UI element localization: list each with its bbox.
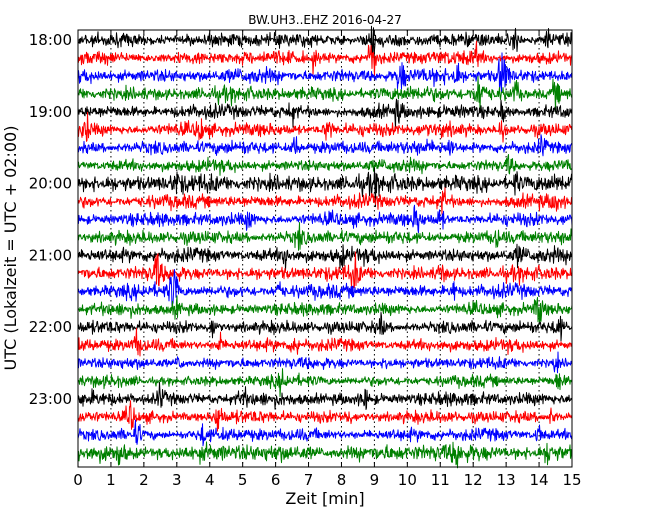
seismic-trace-2015 <box>77 187 573 215</box>
x-tick-label: 2 <box>139 471 149 489</box>
seismic-trace-1845 <box>77 76 573 113</box>
seismic-trace-2245 <box>77 368 573 397</box>
seismic-trace-2300 <box>77 381 573 410</box>
seismic-trace-2215 <box>77 327 573 357</box>
x-tick-label: 4 <box>205 471 215 489</box>
x-axis: 0 1 2 3 4 5 6 7 8 9 10 11 12 13 14 15 <box>73 30 582 489</box>
seismic-trace-2145 <box>77 295 573 325</box>
seismic-trace-1815 <box>77 40 573 76</box>
seismic-trace-2045 <box>77 222 573 251</box>
seismic-trace-2315 <box>77 400 573 432</box>
y-axis-label: UTC (Lokalzeit = UTC + 02:00) <box>1 126 20 371</box>
seismic-trace-2230 <box>77 351 573 374</box>
x-tick-label: 3 <box>172 471 182 489</box>
y-tick-label: 20:00 <box>29 175 72 193</box>
seismic-trace-2330 <box>77 419 573 447</box>
seismic-trace-2030 <box>77 204 573 234</box>
x-tick-label: 12 <box>464 471 483 489</box>
seismic-trace-2130 <box>77 269 573 308</box>
y-axis: 18:00 19:00 20:00 21:00 22:00 23:00 <box>29 31 83 408</box>
grid-lines <box>110 30 540 467</box>
x-tick-label: 0 <box>73 471 83 489</box>
seismic-trace-2100 <box>77 243 573 271</box>
x-tick-label: 9 <box>370 471 380 489</box>
x-tick-label: 13 <box>497 471 516 489</box>
x-tick-label: 11 <box>431 471 450 489</box>
seismic-trace-1900 <box>77 98 573 129</box>
y-tick-label: 19:00 <box>29 103 72 121</box>
y-tick-label: 22:00 <box>29 318 72 336</box>
x-axis-label: Zeit [min] <box>285 489 364 508</box>
seismic-traces <box>77 25 573 469</box>
x-tick-label: 15 <box>562 471 581 489</box>
x-tick-label: 8 <box>337 471 347 489</box>
x-tick-label: 5 <box>238 471 248 489</box>
x-tick-label: 6 <box>271 471 281 489</box>
seismic-trace-2345 <box>77 441 573 469</box>
x-tick-label: 7 <box>304 471 314 489</box>
chart-title: BW.UH3..EHZ 2016-04-27 <box>248 13 402 27</box>
x-tick-label: 10 <box>398 471 417 489</box>
seismic-trace-1800 <box>77 25 573 62</box>
y-tick-label: 18:00 <box>29 31 72 49</box>
y-tick-label: 23:00 <box>29 390 72 408</box>
seismic-trace-1915 <box>77 111 573 143</box>
y-tick-label: 21:00 <box>29 246 72 264</box>
x-tick-label: 14 <box>530 471 549 489</box>
seismic-trace-2200 <box>77 312 573 342</box>
x-tick-label: 1 <box>106 471 116 489</box>
plot-frame <box>77 29 573 468</box>
seismic-trace-2000 <box>77 167 573 208</box>
seismic-trace-2115 <box>78 251 573 289</box>
seismic-trace-1930 <box>77 134 573 157</box>
seismic-trace-1830 <box>77 52 573 93</box>
seismic-trace-1945 <box>77 154 573 176</box>
